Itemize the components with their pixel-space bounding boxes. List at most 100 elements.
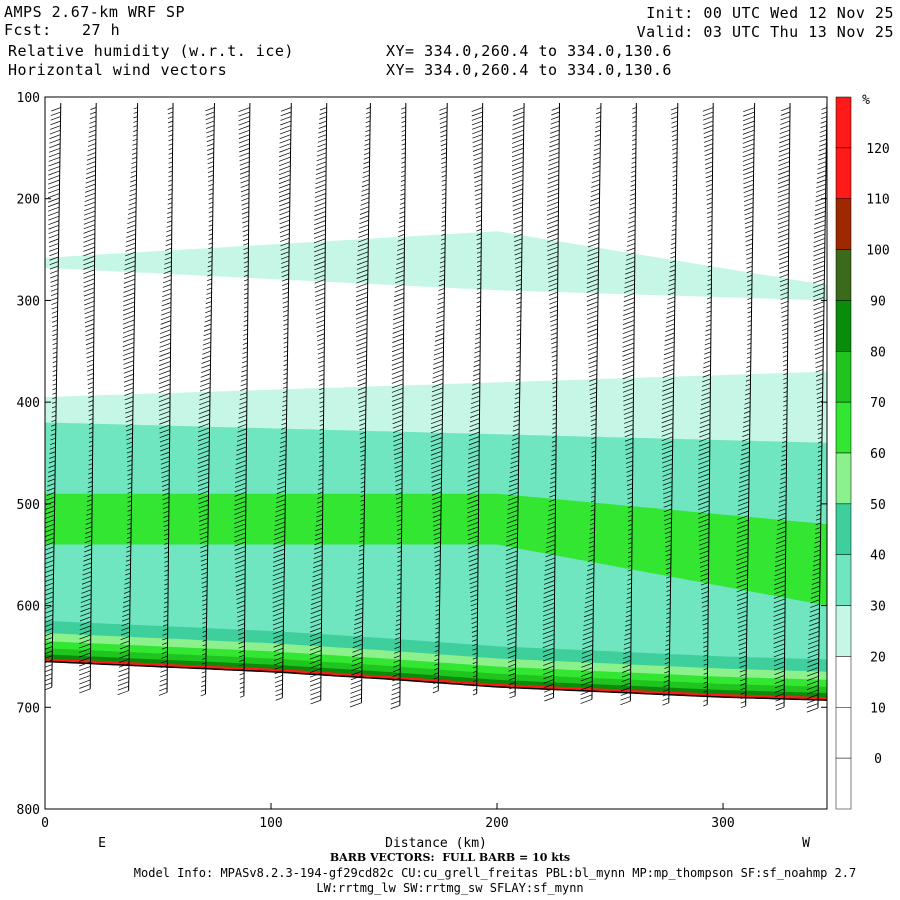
wind-barb-feather — [623, 650, 631, 655]
wind-barb-feather — [273, 629, 284, 635]
wind-barb-feather — [45, 618, 53, 623]
wind-barb-feather — [161, 651, 168, 655]
wind-barb-feather — [779, 143, 790, 148]
wind-barb-feather — [475, 206, 482, 210]
wind-barb-feather — [817, 486, 822, 489]
wind-barb-feather — [707, 233, 713, 237]
wind-barb-feather — [276, 485, 286, 490]
wind-barb-feather — [746, 361, 751, 364]
wind-barb-staff — [706, 102, 714, 705]
wind-barb-feather — [511, 166, 524, 171]
wind-barb-feather — [401, 116, 406, 119]
wind-barb-feather — [123, 288, 135, 293]
wind-barb-feather — [743, 193, 754, 198]
wind-barb-feather — [737, 628, 747, 633]
wind-barb-feather — [436, 310, 445, 314]
wind-barb-feather — [816, 495, 822, 498]
wind-barb-feather — [552, 377, 557, 380]
wind-barb-feather — [701, 383, 711, 387]
wind-barb-feather — [666, 305, 675, 310]
wind-barb-feather — [626, 601, 632, 604]
wind-barb-feather — [434, 337, 444, 342]
wind-barb-feather — [352, 652, 363, 658]
wind-barb-feather — [475, 332, 481, 336]
wind-barb-feather — [401, 138, 406, 141]
wind-barb-feather — [353, 630, 363, 635]
wind-barb-feather — [160, 320, 171, 325]
wind-barb-feather — [818, 156, 827, 161]
wind-barb-feather — [159, 438, 170, 443]
wind-barb-feather — [512, 211, 523, 216]
wind-barb-feather — [83, 219, 96, 225]
rh-surface-layer-120 — [45, 658, 827, 701]
wind-barb-feather — [203, 337, 212, 341]
wind-barb-feather — [126, 432, 133, 436]
wind-barb-feather — [126, 224, 136, 229]
wind-barb-feather — [87, 386, 94, 390]
wind-barb-feather — [278, 463, 286, 467]
wind-barb-feather — [441, 206, 446, 209]
wind-barb-feather — [127, 514, 132, 517]
wind-barb-feather — [698, 469, 710, 474]
wind-barb-feather — [244, 283, 249, 286]
wind-barb-feather — [315, 170, 327, 175]
wind-barb-column — [158, 102, 174, 696]
wind-barb-feather — [774, 684, 785, 689]
wind-barb-feather — [514, 401, 520, 404]
wind-barb-feather — [588, 360, 598, 365]
wind-barb-feather — [356, 287, 368, 293]
wind-barb-feather — [627, 546, 633, 549]
wind-barb-feather — [467, 467, 480, 473]
wind-barb-feather — [168, 188, 173, 191]
wind-barb-feather — [549, 300, 558, 305]
wind-barb-feather — [820, 120, 827, 124]
wind-barb-feather — [48, 166, 60, 171]
wind-barb-feather — [744, 225, 753, 229]
wind-barb-feather — [356, 341, 367, 347]
wind-barb-feather — [549, 494, 556, 498]
wind-barb-feather — [738, 637, 747, 642]
wind-barb-feather — [472, 661, 478, 664]
wind-barb-feather — [545, 553, 556, 558]
wind-barb-feather — [243, 310, 248, 313]
wind-barb-feather — [622, 360, 634, 366]
wind-barb-feather — [701, 591, 709, 595]
wind-barb-feather — [79, 688, 91, 694]
wind-barb-feather — [199, 386, 211, 392]
wind-barb-feather — [813, 296, 825, 302]
wind-barb-feather — [309, 641, 322, 646]
wind-barb-feather — [318, 369, 325, 373]
wind-barb-feather — [707, 260, 712, 264]
wind-barb-feather — [205, 111, 215, 116]
wind-barb-feather — [50, 292, 58, 297]
wind-barb-feather — [737, 501, 749, 507]
wind-barb-feather — [391, 695, 401, 700]
wind-barb-feather — [45, 659, 53, 664]
wind-barb-feather — [434, 342, 444, 347]
wind-barb-feather — [472, 657, 478, 660]
wind-barb-feather — [48, 157, 61, 162]
wind-barb-feather — [470, 404, 480, 409]
wind-barb-feather — [125, 563, 131, 567]
wind-barb-feather — [197, 450, 210, 455]
wind-barb-feather — [396, 591, 402, 594]
wind-barb-feather — [125, 572, 131, 576]
wind-barb-feather — [235, 564, 246, 569]
wind-barb-feather — [777, 197, 790, 203]
wind-barb-feather — [662, 467, 673, 473]
colorbar-tick-label: 40 — [870, 549, 886, 564]
wind-barb-feather — [167, 120, 173, 124]
wind-barb-feather — [587, 558, 595, 562]
wind-barb-feather — [702, 618, 709, 621]
wind-barb-feather — [626, 478, 633, 482]
wind-barb-feather — [201, 576, 208, 580]
wind-barb-feather — [546, 206, 559, 212]
wind-barb-feather — [698, 536, 710, 542]
wind-barb-feather — [350, 693, 362, 699]
wind-barb-feather — [773, 589, 786, 595]
wind-barb-feather — [89, 125, 97, 129]
wind-barb-feather — [782, 413, 788, 416]
wind-barb-feather — [357, 567, 364, 570]
wind-barb-feather — [665, 625, 671, 628]
wind-barb-feather — [126, 229, 136, 234]
